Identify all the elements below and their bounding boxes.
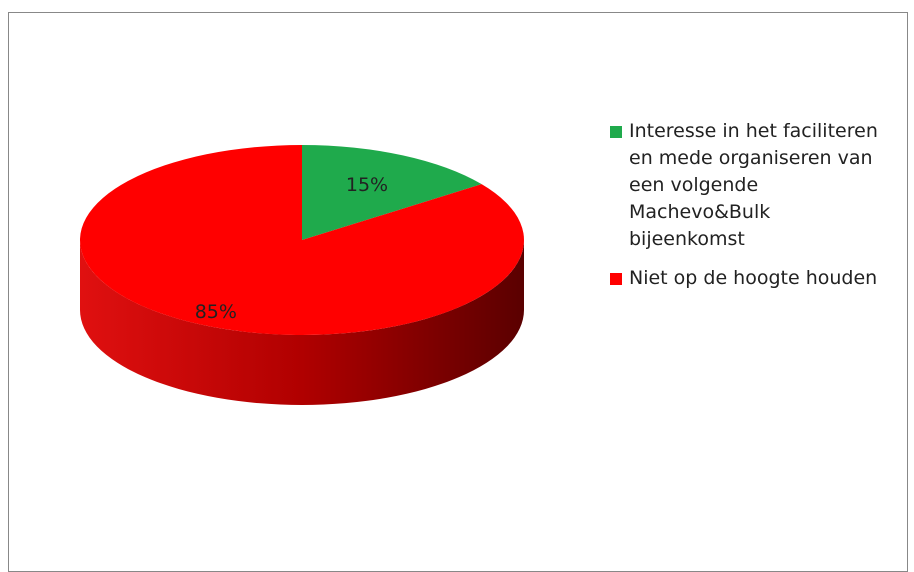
legend-item: Niet op de hoogte houden	[610, 265, 879, 292]
chart: 15% 85%	[80, 145, 524, 405]
data-label: 85%	[195, 301, 237, 323]
legend-item: Interesse in het faciliteren en mede org…	[610, 118, 879, 253]
legend-label: Interesse in het faciliteren en mede org…	[629, 120, 878, 250]
page: {"chart_data": {"type": "pie", "categori…	[8, 12, 908, 572]
pie-side	[80, 240, 524, 405]
pie-slice	[80, 145, 524, 335]
legend-label: Niet op de hoogte houden	[629, 267, 878, 289]
data-label: 15%	[346, 174, 388, 196]
legend-swatch	[610, 126, 622, 138]
legend-swatch	[610, 273, 622, 285]
pie-slice	[302, 145, 482, 240]
